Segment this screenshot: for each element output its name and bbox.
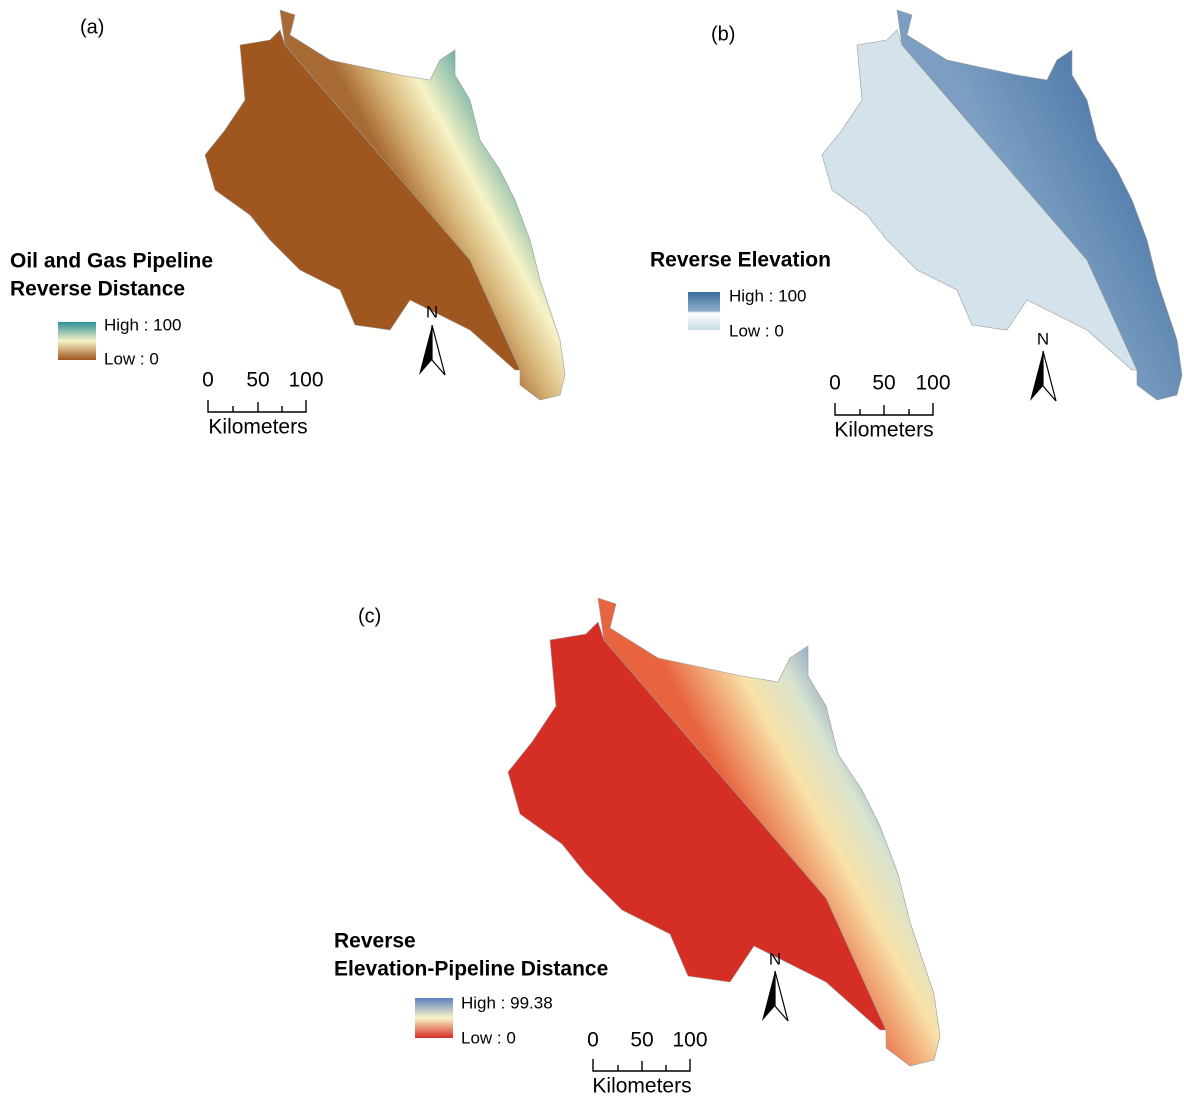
north-arrow [419,325,445,375]
map-c [508,598,940,1066]
north-label: N [426,302,438,321]
north-label: N [769,949,781,968]
legend-title: Reverse Elevation [650,249,831,272]
figure: (a) Oil and Gas Pipeline Reverse Distanc… [0,0,1184,1099]
panel-label: (c) [358,605,381,627]
scale-tick: 0 [829,372,841,395]
legend-title: Reverse [334,930,416,953]
panel-label: (a) [80,16,104,38]
legend-swatch [688,292,720,330]
legend-title: Reverse Distance [10,278,185,301]
scale-tick: 0 [587,1029,599,1052]
scale-bar [835,403,933,415]
legend-high: High : 99.38 [461,993,553,1012]
legend-low: Low : 0 [104,349,159,368]
scale-tick: 50 [246,369,269,392]
scale-tick: 50 [630,1029,653,1052]
scale-bar [593,1059,690,1071]
scale-tick: 100 [672,1029,707,1052]
north-label: N [1037,329,1049,348]
scale-tick: 100 [288,369,323,392]
scale-tick: 0 [202,369,214,392]
legend-low: Low : 0 [461,1028,516,1047]
scale-unit: Kilometers [592,1075,691,1098]
legend-swatch [415,998,453,1038]
map-a [205,10,565,400]
legend-high: High : 100 [104,315,182,334]
map-b [822,10,1182,400]
legend-swatch [58,322,96,360]
scale-tick: 50 [872,372,895,395]
scale-bar [208,400,306,412]
north-arrow [1030,351,1056,401]
legend-low: Low : 0 [729,321,784,340]
scale-tick: 100 [915,372,950,395]
north-arrow [762,971,788,1021]
legend-title: Elevation-Pipeline Distance [334,958,608,981]
scale-unit: Kilometers [208,416,307,439]
legend-title: Oil and Gas Pipeline [10,250,213,273]
panel-label: (b) [711,23,735,45]
legend-high: High : 100 [729,286,807,305]
scale-unit: Kilometers [834,419,933,442]
